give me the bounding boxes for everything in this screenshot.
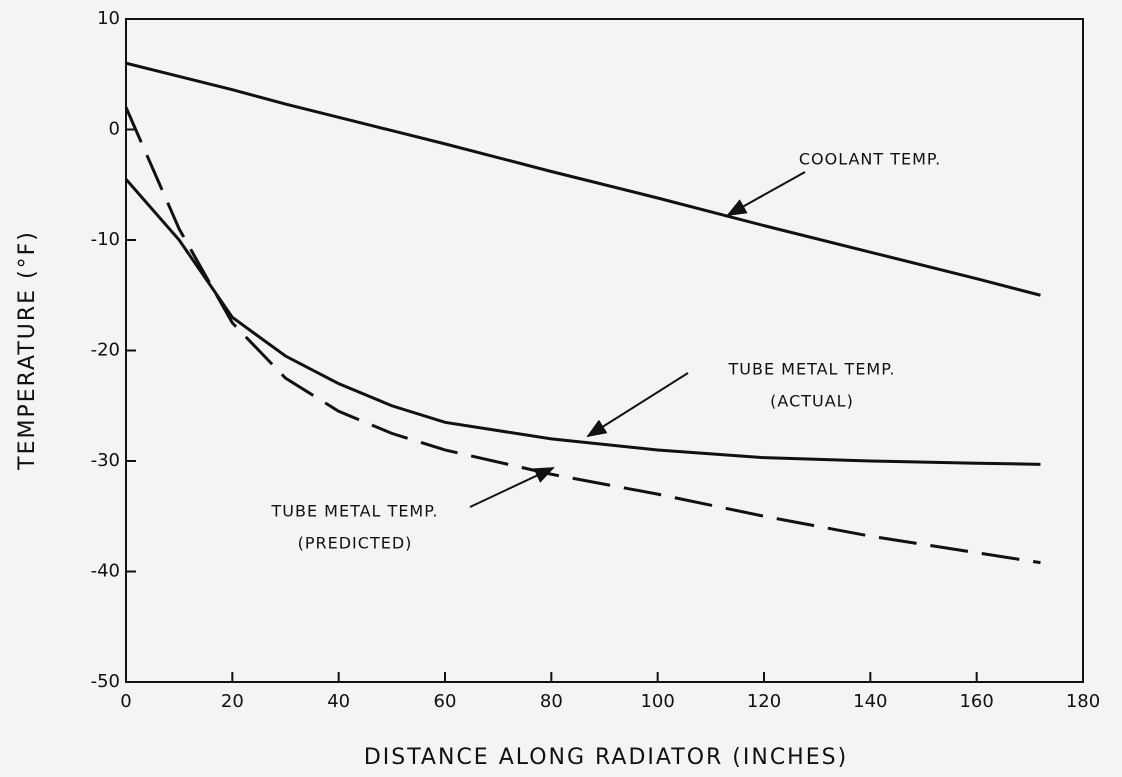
x-axis-label: DISTANCE ALONG RADIATOR (INCHES) bbox=[364, 745, 848, 770]
annotation: (PREDICTED) bbox=[298, 534, 413, 553]
y-tick-label: -50 bbox=[91, 671, 120, 692]
annotation: COOLANT TEMP. bbox=[799, 150, 941, 169]
y-tick-label: 10 bbox=[97, 8, 120, 29]
x-tick-label: 180 bbox=[1066, 691, 1100, 712]
y-axis-label: TEMPERATURE (°F) bbox=[15, 230, 40, 471]
x-tick-label: 100 bbox=[640, 691, 674, 712]
annotation: TUBE METAL TEMP. bbox=[728, 360, 896, 379]
annotation-arrow bbox=[586, 372, 689, 438]
y-tick-label: -20 bbox=[91, 340, 120, 361]
annotation-arrow bbox=[469, 467, 555, 508]
y-tick-label: 0 bbox=[109, 119, 120, 140]
x-tick-label: 20 bbox=[221, 691, 244, 712]
x-tick-label: 140 bbox=[853, 691, 887, 712]
x-tick-label: 120 bbox=[747, 691, 781, 712]
x-tick-label: 60 bbox=[434, 691, 457, 712]
y-tick-label: -10 bbox=[91, 229, 120, 250]
x-tick-label: 0 bbox=[120, 691, 131, 712]
series-line bbox=[124, 106, 1041, 565]
x-tick-label: 80 bbox=[540, 691, 563, 712]
y-tick-label: -40 bbox=[91, 561, 120, 582]
series-line bbox=[124, 178, 1041, 466]
annotation: (ACTUAL) bbox=[770, 392, 854, 411]
x-tick-label: 160 bbox=[959, 691, 993, 712]
annotation-arrow bbox=[726, 171, 806, 216]
series-line bbox=[125, 61, 1041, 297]
annotation: TUBE METAL TEMP. bbox=[271, 502, 439, 521]
y-tick-label: -30 bbox=[91, 450, 120, 471]
x-tick-label: 40 bbox=[327, 691, 350, 712]
